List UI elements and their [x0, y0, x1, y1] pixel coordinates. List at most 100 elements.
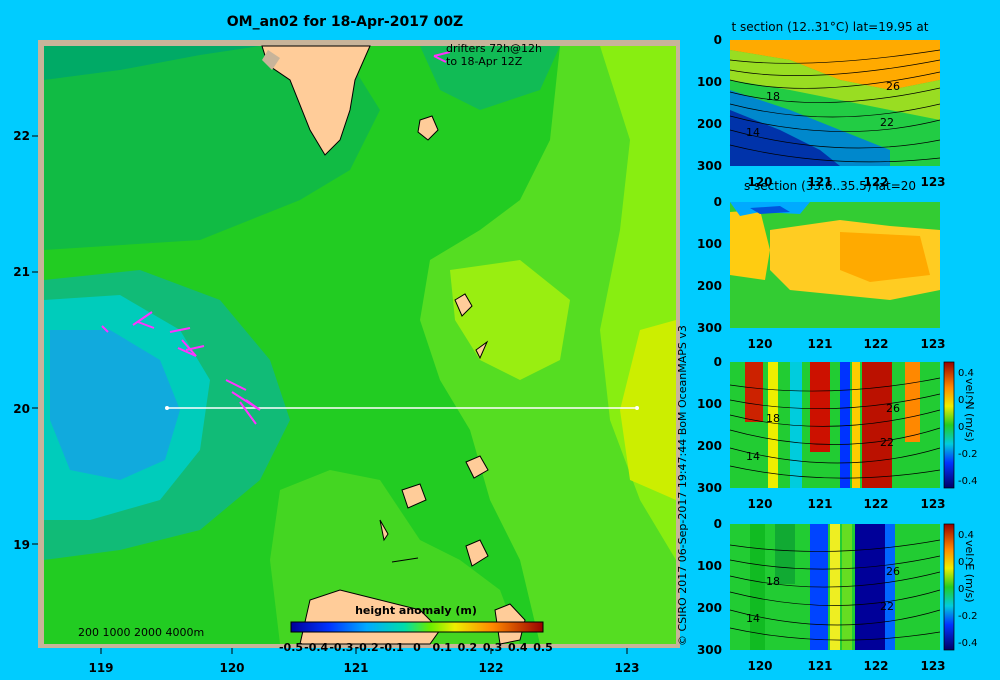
land-islet	[454, 293, 473, 317]
section-lon-tick: 123	[920, 659, 945, 673]
vel-colorbar-tick: 0.2	[958, 395, 974, 406]
svg-text:14: 14	[746, 450, 760, 463]
lon-tick: 122	[478, 661, 503, 675]
section-lon-tick: 121	[807, 659, 832, 673]
lat-tick: 20	[13, 402, 30, 416]
colorbar	[290, 621, 544, 633]
depth-tick: 100	[697, 237, 722, 251]
depth-tick: 200	[697, 439, 722, 453]
section-lon-tick: 120	[747, 659, 772, 673]
land-islet	[401, 483, 427, 509]
vel-e-axis-label: vel. E (m/s)	[963, 540, 976, 603]
depth-legend: 200 1000 2000 4000m	[78, 626, 204, 639]
depth-tick: 0	[714, 195, 722, 209]
svg-text:18: 18	[766, 412, 780, 425]
depth-tick: 200	[697, 279, 722, 293]
land-islet	[417, 115, 439, 141]
height-anomaly-map[interactable]: 119 120 121 122 123 22 21 20 19 drifters…	[0, 0, 690, 680]
anomaly-peak-east	[620, 320, 676, 500]
svg-text:18: 18	[766, 90, 780, 103]
depth-tick: 300	[697, 643, 722, 657]
section-lon-tick: 120	[747, 497, 772, 511]
colorbar-tick: 0.1	[432, 641, 452, 654]
svg-text:22: 22	[880, 600, 894, 613]
section-lon-tick: 121	[807, 497, 832, 511]
vel-e-colorbar	[943, 523, 955, 651]
depth-tick: 100	[697, 397, 722, 411]
section-lon-tick: 122	[863, 175, 888, 189]
svg-text:26: 26	[886, 402, 900, 415]
depth-tick: 0	[714, 517, 722, 531]
svg-text:14: 14	[746, 612, 760, 625]
section-lon-tick: 122	[863, 659, 888, 673]
vel-colorbar-tick: 0.2	[958, 557, 974, 568]
depth-tick: 100	[697, 75, 722, 89]
land-islet	[465, 539, 489, 567]
lat-tick: 19	[13, 538, 30, 552]
colorbar-title: height anomaly (m)	[355, 604, 477, 617]
section-lon-tick: 120	[747, 175, 772, 189]
svg-text:18: 18	[766, 575, 780, 588]
section-lon-tick: 121	[807, 337, 832, 351]
depth-tick: 300	[697, 159, 722, 173]
section-lon-tick: 123	[920, 175, 945, 189]
colorbar-tick: -0.5	[279, 641, 303, 654]
land-taiwan	[261, 45, 371, 156]
colorbar-tick: -0.1	[380, 641, 404, 654]
colorbar-tick: -0.2	[355, 641, 379, 654]
section-lon-tick: 122	[863, 497, 888, 511]
vel-colorbar-tick: -0.4	[958, 476, 978, 487]
colorbar-tick: 0.3	[483, 641, 503, 654]
drifters-note-line1: drifters 72h@12h	[446, 42, 542, 55]
section-panels: t section (12..31°C) lat=19.95 at 18 14 …	[697, 20, 978, 673]
colorbar-tick: 0.4	[508, 641, 528, 654]
drifter-tracks	[101, 51, 451, 425]
svg-text:22: 22	[880, 116, 894, 129]
svg-text:14: 14	[746, 126, 760, 139]
section-lon-tick: 123	[920, 337, 945, 351]
colorbar-tick: -0.3	[329, 641, 353, 654]
vel-colorbar-tick: 0.4	[958, 368, 974, 379]
depth-tick: 200	[697, 117, 722, 131]
depth-tick: 0	[714, 355, 722, 369]
svg-text:22: 22	[880, 436, 894, 449]
svg-text:26: 26	[886, 80, 900, 93]
s-section-plot	[730, 202, 940, 328]
section-lon-tick: 120	[747, 337, 772, 351]
lon-tick: 120	[219, 661, 244, 675]
colorbar-tick: 0.5	[533, 641, 553, 654]
vel-n-section-plot: 18 14 26 22	[729, 362, 941, 488]
lat-tick: 21	[13, 265, 30, 279]
depth-tick: 300	[697, 321, 722, 335]
vel-colorbar-tick: -0.2	[958, 611, 978, 622]
lon-tick: 119	[88, 661, 113, 675]
drifters-note-line2: to 18-Apr 12Z	[446, 55, 523, 68]
s-section-title: s section (33.6..35.5) lat=20	[744, 179, 916, 193]
anomaly-low-west	[50, 330, 180, 480]
vel-colorbar-tick: 0	[958, 422, 964, 433]
colorbar-tick: 0.2	[458, 641, 478, 654]
credit-text: © CSIRO 2017 06-Sep-2017 19:47:44 BoM Oc…	[676, 325, 689, 646]
anomaly-region-nw	[44, 46, 380, 250]
land-islet	[379, 519, 389, 542]
section-lon-tick: 121	[807, 175, 832, 189]
section-lon-tick: 123	[920, 497, 945, 511]
vel-colorbar-tick: -0.2	[958, 449, 978, 460]
lon-tick: 123	[614, 661, 639, 675]
land-islet	[465, 455, 489, 479]
section-lon-tick: 122	[863, 337, 888, 351]
lon-tick: 121	[343, 661, 368, 675]
vel-colorbar-tick: 0	[958, 584, 964, 595]
vel-n-colorbar	[943, 361, 955, 489]
t-section-plot: 18 14 26 22	[729, 40, 941, 166]
colorbar-tick: -0.4	[304, 641, 328, 654]
vel-e-section-plot: 18 14 26 22	[729, 524, 941, 650]
depth-tick: 100	[697, 559, 722, 573]
vel-colorbar-tick: -0.4	[958, 638, 978, 649]
t-section-title: t section (12..31°C) lat=19.95 at	[732, 20, 929, 34]
vel-colorbar-tick: 0.4	[958, 530, 974, 541]
depth-tick: 0	[714, 33, 722, 47]
land-islet	[475, 340, 489, 360]
svg-text:26: 26	[886, 565, 900, 578]
depth-tick: 200	[697, 601, 722, 615]
